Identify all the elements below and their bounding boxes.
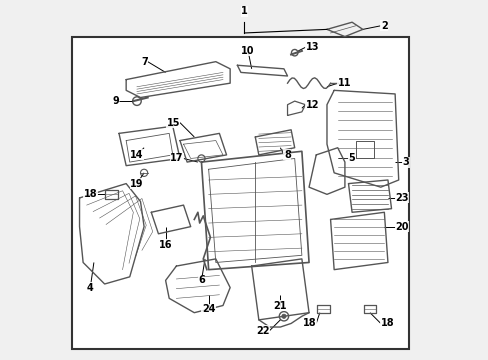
Text: 3: 3 [402, 157, 408, 167]
Text: 21: 21 [273, 301, 286, 311]
Text: 10: 10 [241, 46, 254, 56]
Text: 19: 19 [130, 179, 143, 189]
Text: 12: 12 [305, 100, 318, 110]
Text: 4: 4 [87, 283, 94, 293]
Text: 6: 6 [198, 275, 204, 285]
Text: 22: 22 [256, 325, 269, 336]
Text: 8: 8 [284, 150, 290, 160]
Text: 24: 24 [202, 304, 215, 314]
Text: 18: 18 [83, 189, 97, 199]
Text: 15: 15 [166, 118, 180, 128]
Text: 13: 13 [305, 42, 318, 52]
Text: 5: 5 [348, 153, 354, 163]
Text: 9: 9 [112, 96, 119, 106]
Text: 14: 14 [130, 150, 143, 160]
Text: 1: 1 [241, 6, 247, 17]
Text: 16: 16 [159, 239, 172, 249]
Text: 18: 18 [380, 319, 394, 328]
Text: 18: 18 [302, 319, 316, 328]
Text: 20: 20 [394, 222, 408, 231]
Circle shape [281, 314, 285, 319]
Text: 17: 17 [170, 153, 183, 163]
Text: 2: 2 [380, 21, 386, 31]
Text: 11: 11 [337, 78, 350, 88]
Text: 7: 7 [141, 57, 147, 67]
FancyBboxPatch shape [72, 37, 408, 348]
Text: 23: 23 [394, 193, 408, 203]
